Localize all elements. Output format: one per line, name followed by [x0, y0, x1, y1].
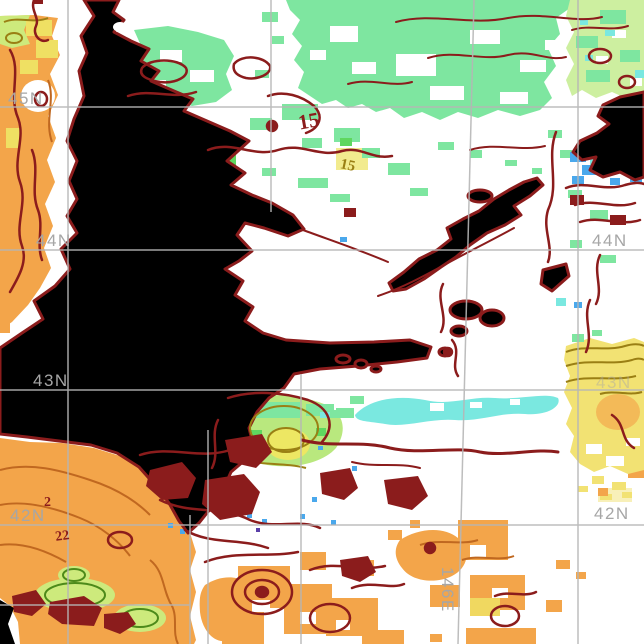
coast-notch [113, 22, 127, 32]
label-44n-right: 44N [592, 231, 628, 250]
field-cyan-band [355, 395, 559, 425]
label-43n-right: 43N [596, 373, 632, 392]
label-43n-left: 43N [33, 371, 69, 390]
field-orange-bottomright [395, 462, 644, 612]
grid-labels: 45N 44N 43N 42N 44N 43N 42N 146E [8, 89, 632, 613]
contour-labels: 15 15 2 22 [44, 107, 357, 545]
contour-label-15-maroon: 15 [296, 107, 321, 134]
landmass-corner-bottomleft [0, 600, 15, 644]
island-shikotan [539, 262, 571, 293]
gridline-146e [457, 0, 475, 644]
islet [449, 324, 469, 338]
label-45n-left: 45N [8, 89, 44, 108]
islet [466, 188, 494, 204]
contours-dark-orange [0, 79, 515, 644]
islet [369, 364, 383, 374]
contour-label-15-olive: 15 [339, 156, 357, 175]
label-44n-left: 44N [36, 231, 72, 250]
islet [334, 353, 352, 365]
speckles-orange [388, 488, 608, 564]
contour-label-2: 2 [44, 495, 51, 510]
label-146e: 146E [438, 567, 457, 613]
islet [353, 358, 369, 370]
label-42n-left: 42N [10, 506, 46, 525]
islet [478, 308, 506, 328]
contours-maroon [8, 0, 644, 634]
contour-label-22: 22 [54, 528, 70, 545]
label-42n-right: 42N [594, 504, 630, 523]
